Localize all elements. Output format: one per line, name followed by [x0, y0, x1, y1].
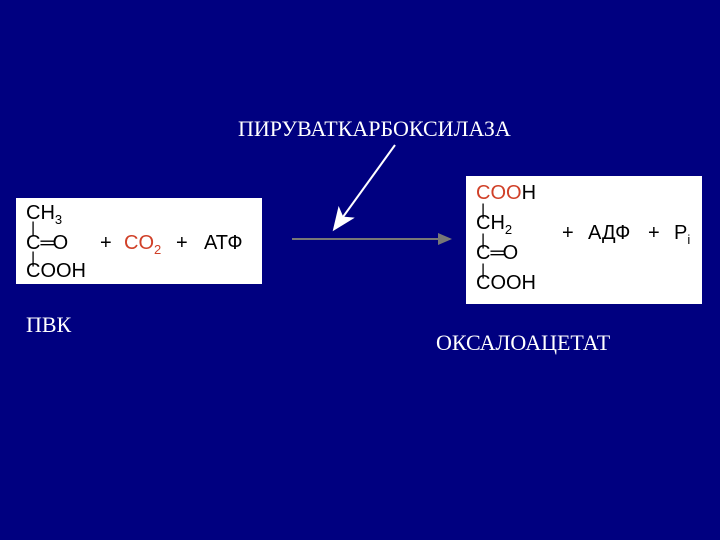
plus-4: +: [648, 222, 660, 245]
pvk-cooh: COOH: [26, 260, 86, 283]
oaa-cooh-bot: COOH: [476, 272, 536, 295]
left-reactants-box: CH3 | C═O | COOH + CO2 + АТФ: [16, 198, 262, 284]
pi: Pi: [674, 222, 690, 247]
right-products-box: COOH | CH2 | C═O | COOH + АДФ + Pi: [466, 176, 702, 304]
reaction-arrow: [292, 238, 450, 240]
pvk-label: ПВК: [26, 312, 71, 338]
adf: АДФ: [588, 222, 630, 245]
plus-1: +: [100, 232, 112, 255]
plus-3: +: [562, 222, 574, 245]
atf: АТФ: [204, 232, 243, 255]
oxaloacetate-label: ОКСАЛОАЦЕТАТ: [436, 330, 610, 356]
co2: CO2: [124, 232, 161, 257]
plus-2: +: [176, 232, 188, 255]
